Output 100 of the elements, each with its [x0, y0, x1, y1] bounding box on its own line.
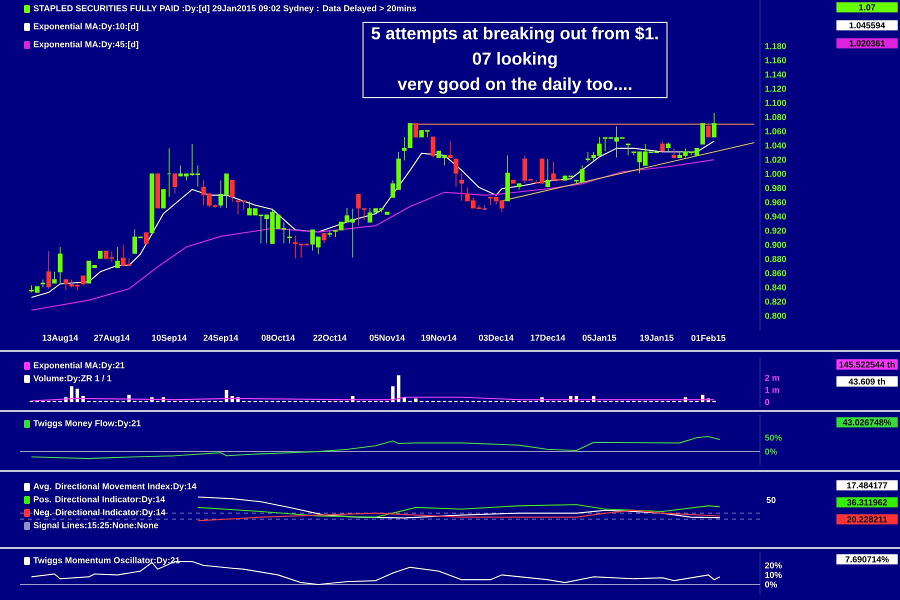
candlestick [454, 158, 458, 188]
y-tick-label: 1 m [765, 386, 780, 393]
y-tick-label: 0.840 [765, 284, 786, 290]
candlestick [46, 250, 51, 290]
y-tick-label: 2 m [765, 374, 780, 381]
y-tick-label: 0.800 [765, 312, 786, 319]
candlestick [505, 155, 510, 202]
text: 36.311962 [847, 499, 887, 506]
x-tick-label: 03Dec14 [478, 334, 514, 341]
y-tick-label: 0% [765, 448, 777, 455]
candlestick [626, 144, 630, 156]
candlestick [402, 136, 407, 161]
candlestick [322, 233, 326, 244]
y-tick-label: 0 [765, 399, 770, 406]
x-tick-label: 10Sep14 [152, 334, 187, 343]
legend-label: Pos. Directional Indicator:Dy:14 [34, 496, 166, 504]
y-tick-label: 0.980 [765, 185, 786, 192]
y-tick-label: 0.940 [765, 213, 786, 220]
candlestick [161, 189, 166, 208]
y-tick-label: 1.020 [765, 156, 786, 163]
x-tick-label: 19Jan15 [640, 334, 674, 341]
line-series [30, 140, 715, 298]
candlestick [545, 158, 550, 188]
candlestick [150, 173, 154, 234]
y-tick-label: 1.160 [765, 57, 786, 64]
candlestick [52, 271, 57, 284]
bar [414, 398, 418, 402]
candlestick [58, 246, 62, 284]
text: 1.07 [859, 4, 876, 10]
x-tick-label: 19Nov14 [421, 334, 457, 341]
candlestick [712, 112, 716, 138]
candlestick [287, 228, 292, 244]
legend-label: Twiggs Money Flow:Dy:21 [33, 420, 141, 428]
bar [396, 375, 400, 402]
y-tick-label: 1.080 [765, 114, 786, 120]
x-tick-label: 13Aug14 [42, 334, 78, 343]
text: 1.045594 [850, 22, 886, 28]
candlestick [230, 180, 235, 203]
text: 43.026748% [842, 419, 892, 426]
candlestick [430, 136, 436, 158]
bar [391, 386, 395, 402]
y-tick-label: 1.060 [765, 128, 786, 134]
text: Signal Lines:15:25:None:None [34, 522, 158, 530]
y-tick-label: 1.000 [765, 170, 786, 177]
annotation: 5 attempts at breaking out from $1. [372, 26, 658, 43]
candlestick [586, 151, 590, 162]
y-tick-label: 1.120 [765, 86, 786, 92]
candlestick [666, 142, 671, 152]
candlestick [516, 183, 522, 190]
y-tick-label: 0.960 [765, 199, 786, 206]
annotation: very good on the daily too.... [398, 77, 632, 94]
candlestick [166, 148, 172, 197]
legend-label: Volume:Dy:ZR 1 / 1 [33, 374, 112, 384]
x-tick-label: 08Oct14 [262, 334, 295, 341]
x-tick-label: 05Nov14 [370, 334, 405, 341]
text: 50 [766, 496, 776, 504]
y-tick-label: 1.040 [765, 142, 786, 149]
y-tick-label: 50% [764, 434, 782, 441]
candlestick [408, 123, 412, 148]
bar [76, 388, 80, 402]
y-tick-label: 0.860 [765, 270, 786, 276]
line-series [30, 436, 720, 460]
y-tick-label: 0.900 [765, 242, 786, 248]
bar [70, 386, 74, 402]
text: STAPLED SECURITIES FULLY PAID :Dy:[d] 29Jan2015 09:02 Sydney : Data Delayed > 20mins [34, 4, 416, 14]
legend-label: Avg. Directional Movement Index:Dy:14 [33, 482, 196, 492]
x-tick-label: 01Feb15 [691, 334, 726, 342]
text: 43.609 th [848, 378, 886, 385]
y-tick-label: 10% [765, 572, 782, 578]
candlestick [448, 140, 453, 158]
legend-label: Neg. Directional Indicator:Dy:14 [34, 508, 166, 518]
legend-label: Exponential MA:Dy:21 [34, 362, 125, 370]
candlestick [660, 140, 665, 152]
x-tick-label: 05Jan15 [582, 334, 616, 341]
text: 145.522544 th [839, 361, 895, 368]
y-tick-label: 0.920 [765, 228, 786, 234]
y-tick-label: 20% [765, 562, 782, 568]
candlestick [327, 230, 332, 238]
legend-label: Exponential MA:Dy:10:[d] [34, 22, 138, 32]
text: 17.484177 [847, 482, 888, 488]
y-tick-label: 1.100 [765, 100, 786, 106]
y-tick-label: 0% [765, 581, 777, 588]
candlestick [459, 172, 464, 202]
legend-label: Exponential MA:Dy:45:[d] [34, 40, 138, 50]
candlestick [144, 232, 148, 246]
text: 7.690714% [846, 556, 889, 562]
line-series [30, 159, 715, 311]
candlestick [414, 123, 418, 138]
y-tick-label: 0.880 [765, 256, 786, 262]
candlestick [40, 279, 46, 288]
candlestick [672, 148, 676, 158]
x-tick-label: 17Dec14 [530, 334, 566, 341]
annotation: 07 looking [472, 52, 557, 68]
candlestick [115, 246, 120, 268]
candlestick [80, 276, 86, 286]
candlestick [511, 180, 516, 184]
legend-label: Twiggs Momentum Oscillator:Dy:21 [33, 556, 180, 566]
candlestick [700, 123, 705, 144]
candlestick [212, 204, 218, 208]
candlestick [172, 173, 178, 194]
